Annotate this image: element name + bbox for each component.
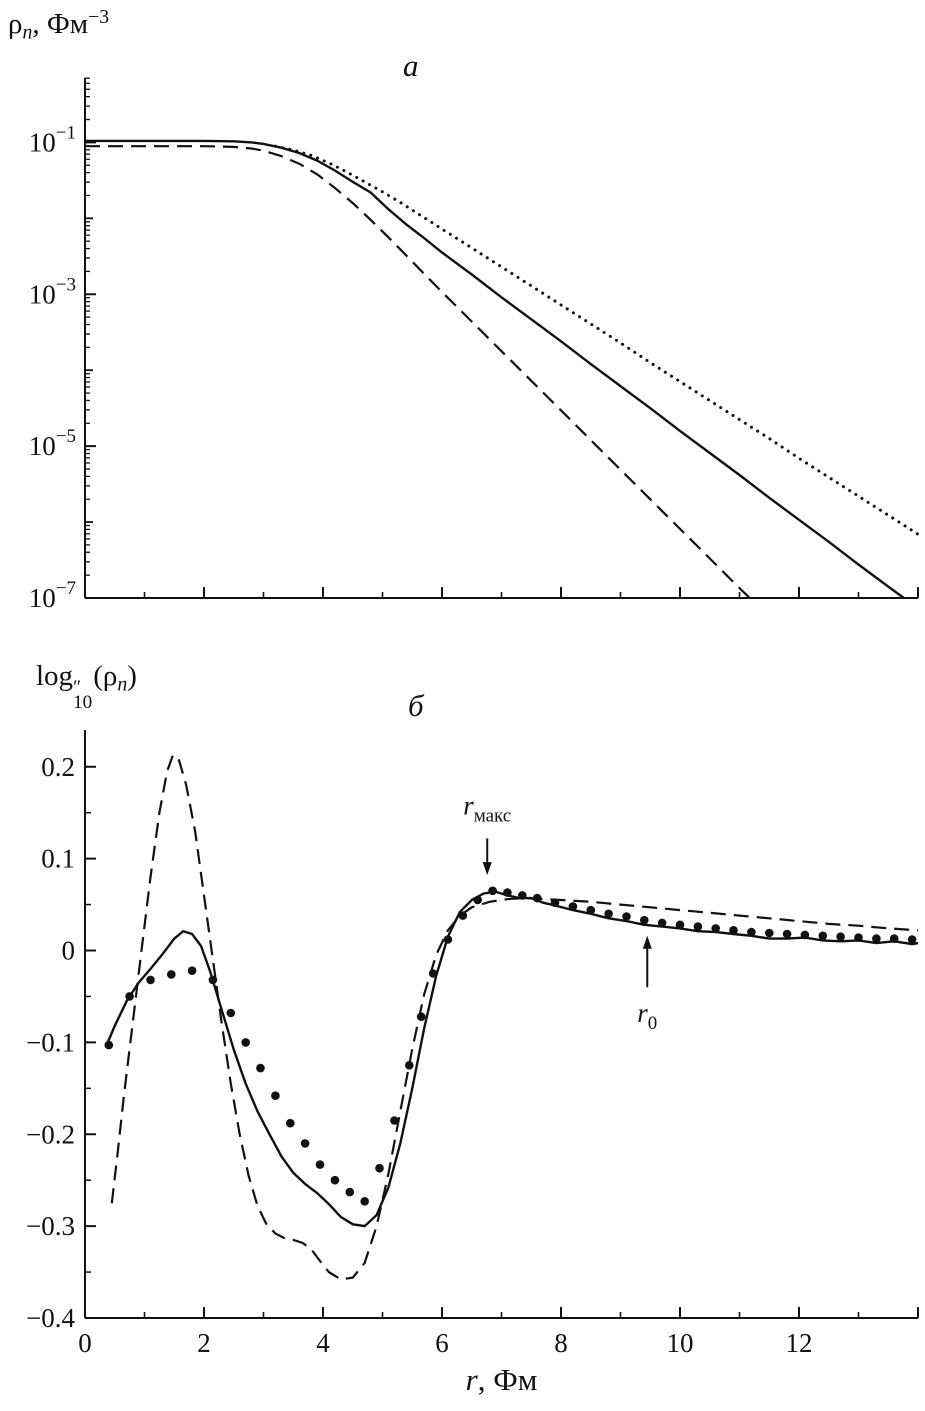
y-tick-label: 10−5 [29,426,76,461]
dashed-curve [110,752,919,1281]
density-profile-chart-panel-a: 10−1 10−3 10−5 10−7 [29,77,920,613]
y-tick-label: 10−1 [29,122,76,157]
annotation-r0: r0 [637,935,657,1034]
log-second-derivative-chart-panel-b: 0 2 4 6 8 10 12 0.2 0.1 0 −0.1 −0.2 −0.3 −0.4 rмакс r0 [26,730,919,1358]
log-base-ten: 10 [73,691,93,713]
dashed-curve [86,145,751,597]
x-tick-label: 2 [197,1328,211,1358]
x-tick-label: 10 [667,1328,694,1358]
unit-text: , Фм [32,8,89,40]
y-tick-label: 0 [62,936,76,966]
rho-subscript: n [117,673,128,696]
panel-a-title: a [403,48,419,83]
plot-area-b: 0 2 4 6 8 10 12 0.2 0.1 0 −0.1 −0.2 −0.3 −0.4 rмакс r0 [26,730,919,1358]
annotation-arrow-head [482,862,492,876]
x-tick-label: 6 [435,1328,449,1358]
x-tick-label: 4 [316,1328,330,1358]
y-tick-label: −0.3 [26,1211,75,1241]
closing-paren: ) [127,660,137,692]
x-unit-text: , Фм [477,1362,538,1397]
annotation-label: r0 [637,998,657,1034]
panel-b-x-axis-label: r, Фм [85,1362,918,1398]
data-points [104,886,917,1206]
annotation-rмакс: rмакс [463,791,511,876]
r-variable: r [465,1362,478,1397]
y-tick-label: 0.2 [41,752,75,782]
y-tick-label: −0.4 [26,1303,75,1333]
rho-symbol: ρ [8,8,23,40]
x-tick-label: 0 [78,1328,92,1358]
panel-b-y-axis-label: log ″ 10 (ρn) [36,660,137,713]
annotation-arrow-head [642,935,652,949]
rho-subscript: n [22,21,33,44]
y-tick-label: 0.1 [41,844,75,874]
y-tick-label: 10−7 [29,578,76,613]
unit-exponent: −3 [88,6,110,29]
paren-rho: (ρ [93,660,118,692]
y-tick-label: 10−3 [29,274,76,309]
solid-curve [86,139,905,597]
panel-a-y-axis-label: ρn, Фм−3 [8,6,110,44]
annotation-label: rмакс [463,791,511,827]
plot-area-a: 10−1 10−3 10−5 10−7 [29,77,920,613]
double-prime: ″ [73,676,82,698]
log-text: log [36,660,74,692]
x-tick-label: 12 [786,1328,813,1358]
dotted-curve [273,144,920,536]
log-sub-sup-stack: ″ 10 [73,676,93,713]
y-tick-label: −0.2 [26,1119,75,1149]
y-tick-label: −0.1 [26,1027,75,1057]
panel-b-title: б [408,688,424,723]
x-tick-label: 8 [554,1328,568,1358]
